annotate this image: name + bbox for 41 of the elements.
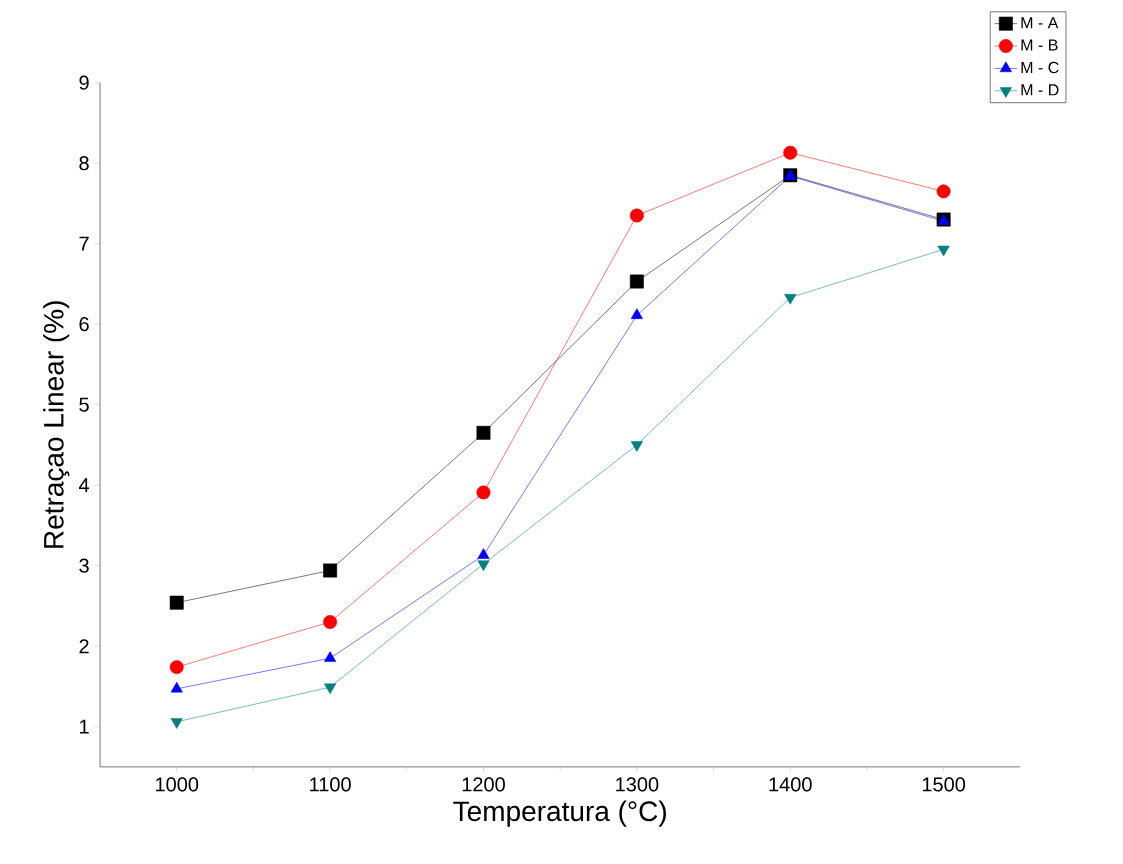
y-tick-label: 2 [79,639,89,654]
point [476,425,491,440]
point [477,560,490,571]
y-tick-label: 4 [78,478,90,492]
point [324,683,337,695]
point [477,548,490,559]
x-tick-label: 1300 [616,777,659,792]
point [324,651,337,662]
y-tick-label: 7 [79,236,89,251]
x-axis-title: Temperatura (°C) [453,800,666,827]
point [784,293,797,305]
point [169,660,184,674]
legend-label: M - B [1021,39,1058,51]
x-tick-label: 1500 [922,777,966,792]
point [169,595,184,610]
point [629,274,644,289]
point [476,485,491,500]
y-tick-label: 1 [80,719,89,734]
y-axis-title: Retraçao Linear (%) [43,301,70,548]
point [323,563,338,578]
x-tick-label: 1000 [156,777,199,792]
y-tick-label: 5 [79,397,89,412]
legend-label: M - A [1021,17,1059,29]
point [630,308,643,319]
point [170,718,183,729]
legend-label: M - C [1021,61,1059,74]
x-tick-label: 1400 [769,777,812,792]
point [936,184,951,199]
y-tick-label: 8 [79,155,89,171]
point [629,208,644,223]
point [630,441,643,452]
y-tick-label: 6 [79,316,89,332]
point [170,681,183,693]
y-tick-label: 9 [79,75,89,90]
point [783,145,798,160]
point [937,245,950,257]
point [323,614,338,629]
legend-label: M - D [1021,84,1059,96]
y-tick-label: 3 [79,558,89,573]
x-tick-label: 1100 [310,777,351,792]
x-tick-label: 1200 [462,777,505,792]
